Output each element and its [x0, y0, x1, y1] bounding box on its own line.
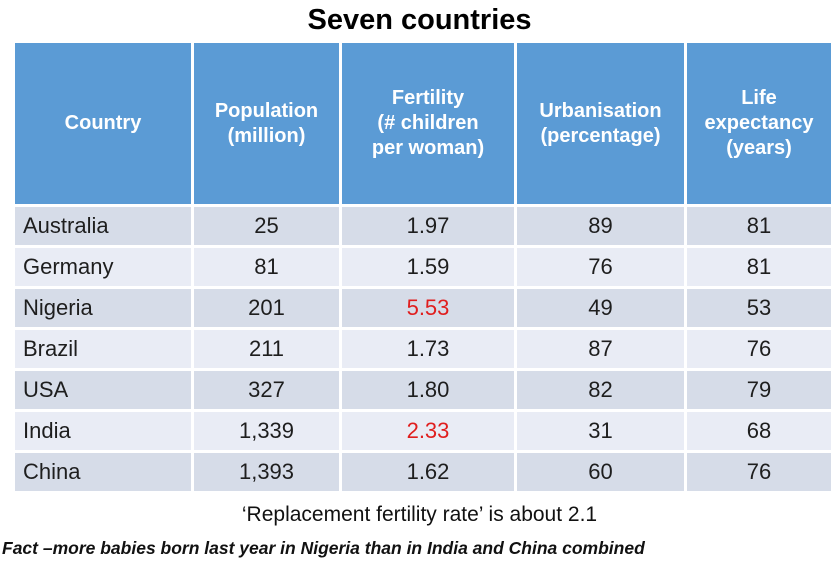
- population-cell: 81: [194, 248, 339, 286]
- country-cell: USA: [15, 371, 191, 409]
- urbanisation-cell: 89: [517, 207, 684, 245]
- country-cell: India: [15, 412, 191, 450]
- replacement-rate-caption: ‘Replacement fertility rate’ is about 2.…: [241, 503, 598, 526]
- country-cell: Germany: [15, 248, 191, 286]
- fertility-cell-highlighted: 5.53: [342, 289, 514, 327]
- population-cell: 201: [194, 289, 339, 327]
- column-header-population: Population (million): [194, 43, 339, 204]
- life-expectancy-cell: 76: [687, 453, 831, 491]
- population-cell: 1,393: [194, 453, 339, 491]
- life-expectancy-cell: 53: [687, 289, 831, 327]
- fertility-cell: 1.73: [342, 330, 514, 368]
- population-cell: 25: [194, 207, 339, 245]
- urbanisation-cell: 31: [517, 412, 684, 450]
- population-cell: 211: [194, 330, 339, 368]
- population-cell: 327: [194, 371, 339, 409]
- column-header-life-expectancy: Life expectancy (years): [687, 43, 831, 204]
- column-header-fertility: Fertility (# children per woman): [342, 43, 514, 204]
- population-cell: 1,339: [194, 412, 339, 450]
- life-expectancy-cell: 79: [687, 371, 831, 409]
- life-expectancy-cell: 81: [687, 248, 831, 286]
- life-expectancy-cell: 68: [687, 412, 831, 450]
- page-title: Seven countries: [307, 4, 532, 36]
- fertility-cell: 1.80: [342, 371, 514, 409]
- country-cell: Nigeria: [15, 289, 191, 327]
- fertility-cell: 1.97: [342, 207, 514, 245]
- country-cell: Australia: [15, 207, 191, 245]
- urbanisation-cell: 82: [517, 371, 684, 409]
- country-cell: China: [15, 453, 191, 491]
- fertility-cell: 1.62: [342, 453, 514, 491]
- column-header-urbanisation: Urbanisation (percentage): [517, 43, 684, 204]
- fertility-cell: 1.59: [342, 248, 514, 286]
- life-expectancy-cell: 81: [687, 207, 831, 245]
- life-expectancy-cell: 76: [687, 330, 831, 368]
- column-header-country: Country: [15, 43, 191, 204]
- urbanisation-cell: 49: [517, 289, 684, 327]
- urbanisation-cell: 87: [517, 330, 684, 368]
- countries-table: Country Population (million) Fertility (…: [15, 43, 831, 491]
- fertility-cell-highlighted: 2.33: [342, 412, 514, 450]
- urbanisation-cell: 60: [517, 453, 684, 491]
- country-cell: Brazil: [15, 330, 191, 368]
- urbanisation-cell: 76: [517, 248, 684, 286]
- fact-note: Fact –more babies born last year in Nige…: [2, 538, 645, 558]
